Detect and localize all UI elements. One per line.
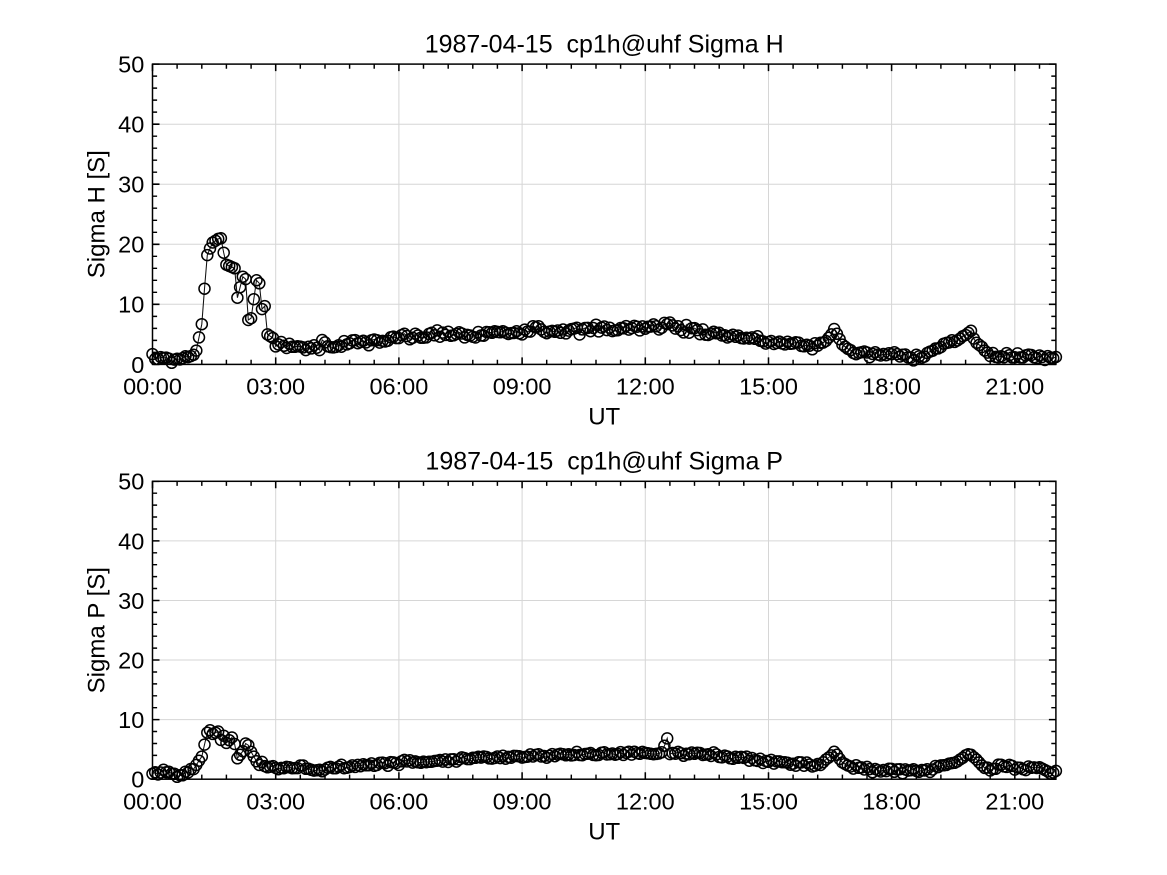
svg-text:12:00: 12:00: [616, 788, 675, 814]
svg-text:15:00: 15:00: [739, 788, 798, 814]
svg-text:09:00: 09:00: [493, 374, 552, 400]
svg-text:20: 20: [118, 232, 144, 258]
svg-text:50: 50: [118, 469, 144, 495]
svg-text:21:00: 21:00: [985, 788, 1044, 814]
svg-text:50: 50: [118, 52, 144, 78]
svg-text:Sigma P [S]: Sigma P [S]: [84, 567, 111, 693]
svg-text:0: 0: [131, 767, 144, 793]
svg-text:10: 10: [118, 707, 144, 733]
svg-text:20: 20: [118, 647, 144, 673]
svg-text:03:00: 03:00: [246, 788, 305, 814]
svg-text:0: 0: [131, 352, 144, 378]
svg-text:15:00: 15:00: [739, 374, 798, 400]
svg-text:30: 30: [118, 588, 144, 614]
svg-text:00:00: 00:00: [123, 374, 182, 400]
svg-text:1987-04-15 cp1h@uhf Sigma P: 1987-04-15 cp1h@uhf Sigma P: [425, 448, 783, 476]
svg-text:06:00: 06:00: [369, 788, 428, 814]
svg-text:UT: UT: [588, 819, 620, 846]
svg-text:12:00: 12:00: [616, 374, 675, 400]
svg-text:21:00: 21:00: [985, 374, 1044, 400]
svg-text:03:00: 03:00: [246, 374, 305, 400]
svg-text:18:00: 18:00: [862, 374, 921, 400]
svg-text:30: 30: [118, 172, 144, 198]
svg-text:40: 40: [118, 528, 144, 554]
svg-text:Sigma H [S]: Sigma H [S]: [84, 150, 111, 278]
svg-text:00:00: 00:00: [123, 788, 182, 814]
svg-text:10: 10: [118, 292, 144, 318]
svg-text:UT: UT: [588, 404, 620, 431]
svg-text:40: 40: [118, 112, 144, 138]
svg-text:09:00: 09:00: [493, 788, 552, 814]
svg-text:06:00: 06:00: [369, 374, 428, 400]
svg-text:18:00: 18:00: [862, 788, 921, 814]
svg-text:1987-04-15 cp1h@uhf Sigma H: 1987-04-15 cp1h@uhf Sigma H: [425, 31, 784, 59]
